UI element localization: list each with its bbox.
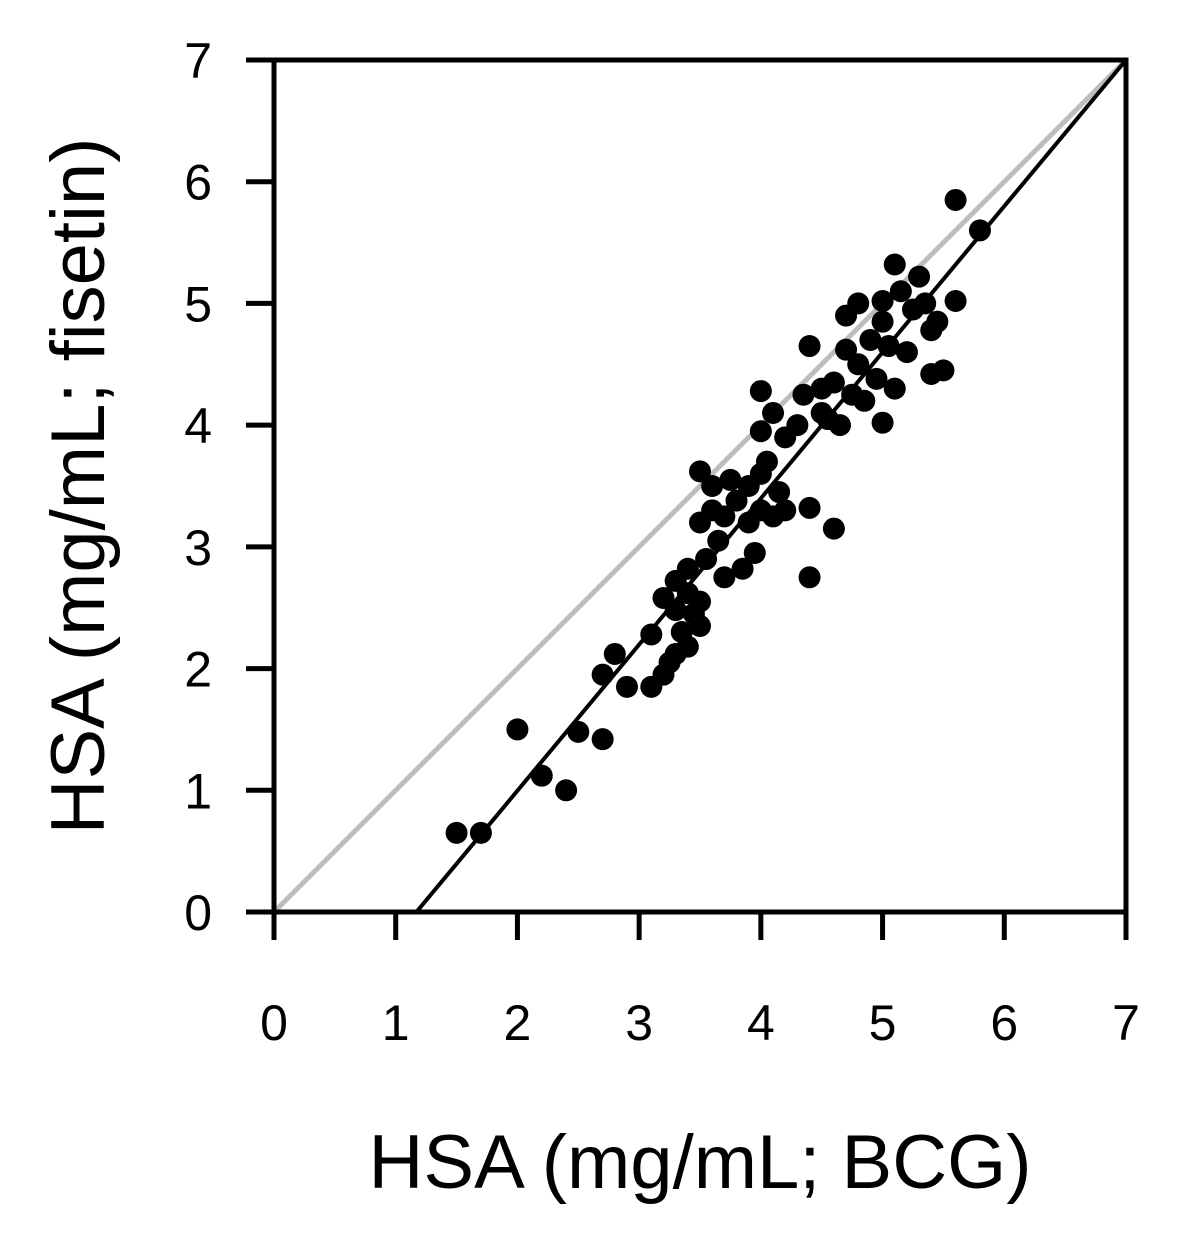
data-points <box>445 188 991 844</box>
y-axis-tick-labels: 0 1 2 3 4 5 6 7 <box>184 33 212 941</box>
data-point-34 <box>725 489 748 512</box>
data-point-50 <box>792 383 815 406</box>
y-tick-label-1: 1 <box>184 763 212 819</box>
data-point-29 <box>701 475 724 497</box>
data-point-7 <box>591 663 614 686</box>
x-tick-label-1: 1 <box>382 995 410 1051</box>
y-tick-label-3: 3 <box>184 520 212 576</box>
x-tick-label-4: 4 <box>747 995 775 1051</box>
x-tick-label-6: 6 <box>990 995 1018 1051</box>
identity-line <box>272 58 1128 914</box>
data-point-31 <box>713 566 736 589</box>
data-point-33 <box>719 468 742 491</box>
data-point-84 <box>944 188 967 211</box>
data-point-16 <box>664 599 687 622</box>
data-point-51 <box>798 496 821 519</box>
data-point-85 <box>968 219 991 242</box>
data-point-32 <box>713 505 736 528</box>
data-point-73 <box>883 377 906 400</box>
data-point-78 <box>914 292 937 315</box>
x-tick-label-2: 2 <box>504 995 532 1051</box>
y-axis-ticks <box>246 57 274 915</box>
y-tick-label-5: 5 <box>184 276 212 332</box>
y-axis-title: HSA (mg/mL; fisetin) <box>36 138 121 835</box>
data-point-19 <box>676 635 699 658</box>
plot-frame <box>271 57 1129 915</box>
x-tick-label-5: 5 <box>869 995 897 1051</box>
data-point-45 <box>762 401 785 424</box>
data-point-6 <box>591 728 614 751</box>
data-point-75 <box>895 341 918 364</box>
data-point-3 <box>530 764 553 787</box>
data-point-43 <box>755 450 778 473</box>
data-point-67 <box>865 367 888 390</box>
data-point-52 <box>798 566 821 589</box>
data-point-24 <box>689 590 711 613</box>
data-point-82 <box>932 359 955 382</box>
y-tick-label-0: 0 <box>184 885 212 941</box>
data-point-60 <box>835 338 858 361</box>
data-point-65 <box>853 389 876 412</box>
data-point-71 <box>877 335 900 358</box>
data-point-46 <box>768 481 791 504</box>
data-point-77 <box>908 265 931 288</box>
data-point-41 <box>749 420 772 443</box>
data-point-9 <box>615 675 638 698</box>
data-point-48 <box>774 499 797 522</box>
data-point-26 <box>689 460 711 483</box>
x-tick-label-7: 7 <box>1112 995 1140 1051</box>
data-point-1 <box>469 821 492 844</box>
data-point-64 <box>847 292 870 315</box>
data-point-69 <box>871 411 894 434</box>
data-point-0 <box>445 821 468 844</box>
data-point-35 <box>731 557 754 580</box>
data-point-81 <box>926 310 949 333</box>
data-point-58 <box>822 517 845 540</box>
data-point-59 <box>828 414 851 437</box>
data-point-27 <box>695 548 718 571</box>
data-point-66 <box>859 328 882 351</box>
y-tick-label-4: 4 <box>184 398 212 454</box>
data-point-42 <box>749 380 772 403</box>
data-point-49 <box>786 414 809 437</box>
data-point-38 <box>743 541 766 564</box>
data-point-5 <box>567 720 590 743</box>
data-point-21 <box>676 557 699 580</box>
y-tick-label-2: 2 <box>184 642 212 698</box>
data-point-53 <box>798 335 821 358</box>
data-point-68 <box>871 310 894 333</box>
x-axis-ticks <box>271 912 1129 940</box>
data-point-8 <box>603 642 626 665</box>
data-point-57 <box>822 371 845 394</box>
data-point-72 <box>883 253 906 276</box>
x-axis-title: HSA (mg/mL; BCG) <box>369 1120 1032 1205</box>
data-point-63 <box>847 353 870 376</box>
x-axis-tick-labels: 0 1 2 3 4 5 6 7 <box>260 995 1140 1051</box>
y-tick-label-6: 6 <box>184 155 212 211</box>
data-point-23 <box>689 614 711 637</box>
data-point-83 <box>944 289 967 312</box>
data-point-30 <box>707 529 730 552</box>
x-tick-label-3: 3 <box>625 995 653 1051</box>
x-tick-label-0: 0 <box>260 995 288 1051</box>
data-point-4 <box>555 779 578 802</box>
data-point-70 <box>871 289 894 312</box>
data-point-2 <box>506 718 529 741</box>
data-point-74 <box>889 280 912 303</box>
y-tick-label-7: 7 <box>184 33 212 89</box>
data-point-11 <box>640 623 663 646</box>
